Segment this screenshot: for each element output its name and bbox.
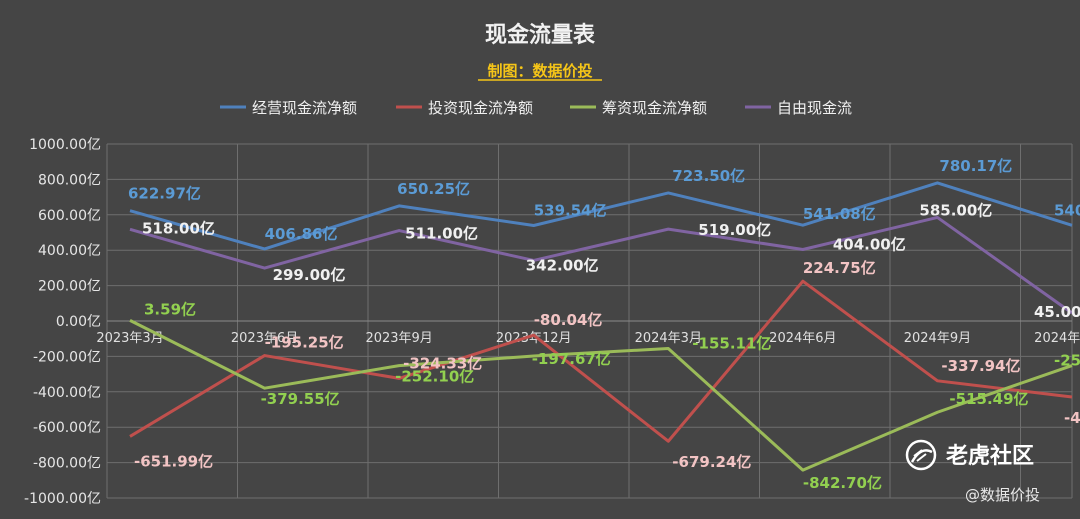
- x-tick-label: 2024年12月: [1034, 331, 1080, 346]
- watermark-author: @数据价投: [965, 486, 1040, 504]
- legend-entry: 经营现金流净额: [252, 99, 357, 117]
- data-label: 519.00亿: [698, 221, 771, 239]
- data-label: 539.54亿: [534, 202, 607, 220]
- y-tick-label: 400.00亿: [38, 243, 101, 259]
- data-label: -197.67亿: [532, 350, 611, 368]
- data-label: -842.70亿: [803, 474, 882, 492]
- data-label: 3.59亿: [144, 300, 196, 318]
- x-tick-label: 2023年6月: [231, 331, 298, 346]
- y-tick-label: -400.00亿: [33, 385, 101, 401]
- x-tick-label: 2024年6月: [769, 331, 836, 346]
- y-tick-label: 600.00亿: [38, 208, 101, 224]
- legend: 经营现金流净额 投资现金流净额 筹资现金流净额 自由现金流: [220, 99, 852, 117]
- data-label: 342.00亿: [526, 256, 599, 274]
- y-axis: 1000.00亿 800.00亿 600.00亿 400.00亿 200.00亿 0.00…: [24, 137, 101, 507]
- data-label: -337.94亿: [941, 357, 1020, 375]
- data-label: -251.64亿: [1054, 352, 1080, 370]
- data-label: 404.00亿: [833, 235, 906, 253]
- data-labels: 622.97亿 406.86亿 650.25亿 539.54亿 723.50亿 541.0…: [128, 157, 1080, 492]
- series-line: [129, 181, 1073, 251]
- data-label: -324.33亿: [403, 354, 482, 372]
- data-label: 622.97亿: [128, 185, 201, 203]
- data-label: -429.44亿: [1064, 409, 1080, 427]
- data-label: 45.00亿: [1034, 303, 1080, 321]
- x-tick-label: 2024年3月: [635, 331, 702, 346]
- series-lines: [129, 181, 1073, 472]
- x-tick-label: 2023年9月: [365, 331, 432, 346]
- data-label: 299.00亿: [273, 266, 346, 284]
- data-label: 511.00亿: [405, 225, 478, 243]
- data-label: -515.49亿: [949, 390, 1028, 408]
- watermark: 老虎社区 @数据价投: [905, 439, 1040, 504]
- data-label: 541.08亿: [803, 205, 876, 223]
- data-label: -651.99亿: [134, 452, 213, 470]
- data-label: 518.00亿: [142, 219, 215, 237]
- data-label: -195.25亿: [265, 334, 344, 352]
- legend-entry: 自由现金流: [777, 99, 852, 117]
- y-tick-label: 0.00亿: [56, 314, 101, 330]
- y-tick-label: -600.00亿: [33, 420, 101, 436]
- legend-entry: 投资现金流净额: [428, 99, 533, 117]
- series-line: [129, 279, 1073, 443]
- series-line: [129, 319, 1073, 472]
- y-tick-label: -1000.00亿: [24, 491, 101, 507]
- data-label: -155.11亿: [692, 334, 771, 352]
- data-label: -379.55亿: [261, 390, 340, 408]
- data-label: 585.00亿: [919, 201, 992, 219]
- y-tick-label: -200.00亿: [33, 349, 101, 365]
- data-label: 650.25亿: [397, 180, 470, 198]
- x-axis: 2023年3月 2023年6月 2023年9月 2023年12月 2024年3月 2024…: [96, 320, 1080, 346]
- legend-entry: 筹资现金流净额: [602, 99, 707, 117]
- data-label: -80.04亿: [534, 311, 603, 329]
- data-label: -252.10亿: [395, 368, 474, 386]
- y-tick-label: 1000.00亿: [29, 137, 101, 153]
- chart-subtitle: 制图：数据价投: [487, 62, 592, 80]
- series-line: [129, 215, 1073, 315]
- x-tick-label: 2023年3月: [96, 331, 163, 346]
- y-tick-label: 200.00亿: [38, 279, 101, 295]
- data-label: 406.86亿: [265, 225, 338, 243]
- tiger-logo-icon: [905, 439, 937, 471]
- y-tick-label: -800.00亿: [33, 456, 101, 472]
- y-tick-label: 800.00亿: [38, 172, 101, 188]
- x-tick-label: 2024年9月: [904, 331, 971, 346]
- data-label: 540.46亿: [1054, 201, 1080, 219]
- data-label: 224.75亿: [803, 259, 876, 277]
- data-label: 723.50亿: [672, 167, 745, 185]
- watermark-brand: 老虎社区: [945, 443, 1034, 469]
- data-label: -679.24亿: [672, 453, 751, 471]
- chart-title: 现金流量表: [485, 22, 596, 48]
- data-label: 780.17亿: [939, 157, 1012, 175]
